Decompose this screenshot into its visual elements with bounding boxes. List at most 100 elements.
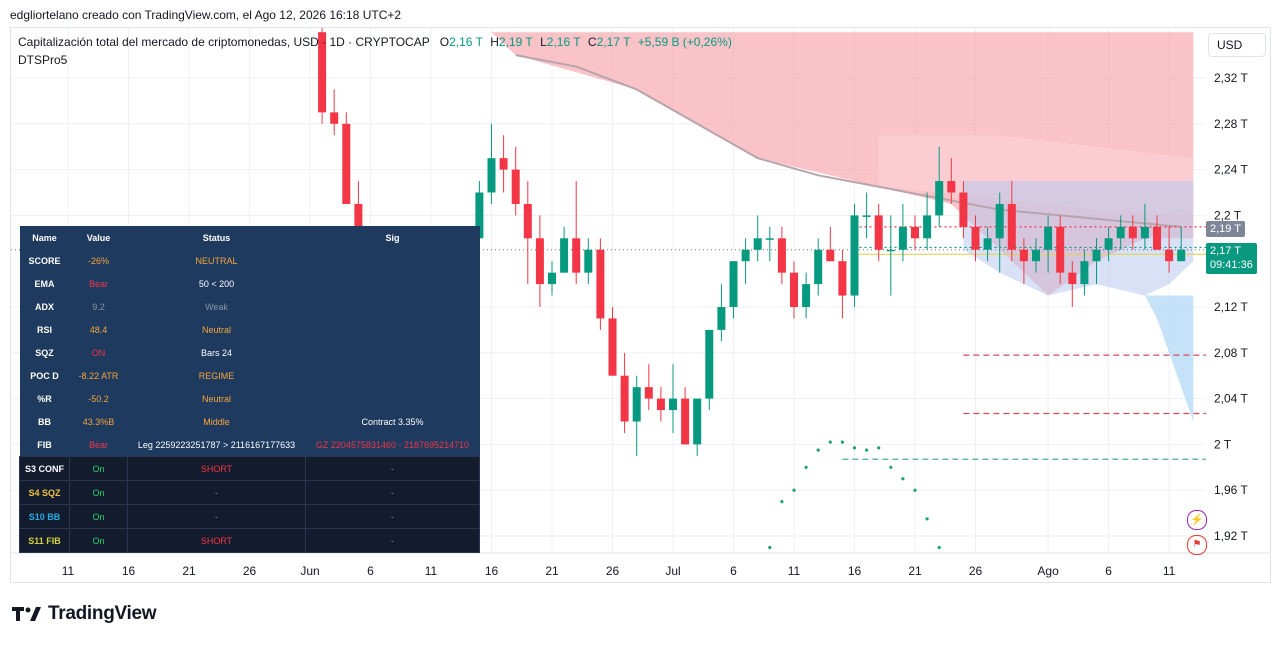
signal-row: S10 BB On - - — [19, 504, 480, 529]
signal-status: - — [127, 480, 306, 505]
candle-body — [729, 261, 738, 307]
signal-row: S11 FIB On SHORT - — [19, 528, 480, 553]
row-extra: Contract 3.35% — [305, 410, 480, 433]
legend-title: Capitalización total del mercado de crip… — [18, 35, 430, 49]
candle-body — [983, 238, 992, 250]
candle-body — [669, 398, 677, 411]
row-extra — [305, 249, 480, 272]
candle-body — [548, 272, 556, 285]
candle-body — [693, 398, 702, 445]
candle-body — [802, 284, 811, 307]
y-tick-label: 2,24 T — [1214, 163, 1248, 177]
x-tick-label: 26 — [606, 564, 620, 578]
candle-body — [838, 261, 847, 296]
y-tick-label: 2,08 T — [1214, 346, 1248, 360]
lightning-icon[interactable]: ⚡ — [1187, 510, 1207, 530]
table-row: POC D -8.22 ATR REGIME — [19, 364, 480, 387]
row-value: 9.2 — [69, 295, 128, 318]
candle-body — [535, 238, 544, 285]
indicator-name[interactable]: DTSPro5 — [18, 53, 68, 67]
legend-high-label: H — [490, 35, 499, 49]
signal-name: S11 FIB — [19, 528, 70, 553]
candle-body — [511, 169, 520, 204]
candle-body — [886, 249, 895, 252]
signal-dot — [816, 448, 820, 452]
chart-attribution: edgliortelano creado con TradingView.com… — [10, 8, 402, 22]
candle-body — [475, 192, 484, 239]
signal-dot — [925, 517, 929, 521]
row-status: Middle — [127, 410, 306, 433]
tradingview-logo-icon — [12, 607, 41, 621]
y-tick-label: 2,28 T — [1214, 117, 1248, 131]
row-value: Bear — [69, 433, 128, 457]
candle-body — [656, 398, 665, 411]
candle-body — [1019, 249, 1028, 262]
x-tick-label: Jun — [300, 564, 319, 578]
row-name: ADX — [19, 295, 70, 318]
candle-body — [705, 329, 714, 399]
candle-body — [584, 249, 593, 273]
signal-dot — [780, 500, 784, 504]
x-tick-label: 6 — [367, 564, 374, 578]
candle-body — [1116, 226, 1125, 239]
legend-open-label: O — [439, 35, 450, 49]
candle-body — [1092, 249, 1101, 262]
currency-button[interactable]: USD — [1208, 33, 1266, 57]
candle-body — [1007, 203, 1016, 250]
row-name: %R — [19, 387, 70, 410]
legend-high-value: 2,19 T — [498, 35, 533, 49]
header-value: Value — [69, 226, 128, 249]
countdown-timer: 09:41:36 — [1210, 259, 1253, 271]
candle-body — [874, 215, 883, 250]
legend-close-label: C — [587, 35, 597, 49]
candle-body — [572, 238, 581, 273]
row-extra — [305, 295, 480, 318]
candle-body — [560, 238, 569, 273]
row-name: POC D — [19, 364, 70, 387]
candle-body — [923, 215, 932, 239]
y-tick-label: 2,2 T — [1214, 208, 1242, 222]
row-extra: GZ 2204575831460 - 2187695214710 — [305, 433, 480, 457]
flag-icon[interactable]: ⚑ — [1187, 535, 1207, 555]
signal-extra: - — [305, 480, 480, 505]
signal-dot — [852, 446, 857, 450]
row-name: RSI — [19, 318, 70, 341]
table-row: FIB Bear Leg 2259223251787 > 2116167177633… — [19, 433, 480, 457]
candle-body — [1128, 226, 1137, 239]
candle-body — [1165, 249, 1174, 262]
signal-dot — [937, 545, 941, 550]
table-row: EMA Bear 50 < 200 — [19, 272, 480, 295]
candle-body — [717, 307, 726, 330]
x-tick-label: 11 — [788, 564, 801, 578]
row-status: Bars 24 — [127, 341, 306, 364]
table-row: SCORE -26% NEUTRAL — [19, 249, 480, 272]
candle-body — [644, 387, 653, 399]
chart-frame[interactable]: 2,32 T 2,28 T 2,24 T 2,2 T 2,12 T 2,08 T 2,04 … — [10, 27, 1271, 583]
x-tick-label: 16 — [485, 564, 499, 578]
legend-low-label: L — [540, 35, 547, 49]
chart-svg[interactable]: 2,32 T 2,28 T 2,24 T 2,2 T 2,12 T 2,08 T 2,04 … — [11, 28, 1270, 582]
candle-body — [790, 272, 798, 307]
candle-body — [995, 203, 1004, 239]
row-name: BB — [19, 410, 70, 433]
candle-body — [1177, 249, 1186, 262]
candle-body — [318, 32, 327, 113]
candle-body — [741, 249, 750, 262]
x-tick-label: 6 — [1105, 564, 1112, 578]
tradingview-logo-text: TradingView — [48, 603, 157, 624]
x-tick-label: Ago — [1037, 564, 1059, 578]
signal-value: On — [69, 528, 128, 553]
signal-name: S3 CONF — [19, 456, 70, 481]
candle-body — [959, 192, 968, 227]
x-tick-label: 21 — [908, 564, 922, 578]
x-tick-label: 6 — [730, 564, 737, 578]
row-extra — [305, 272, 480, 295]
x-tick-label: 26 — [969, 564, 983, 578]
signal-name: S10 BB — [19, 504, 70, 529]
ref-price-tag: 2,19 T — [1206, 221, 1245, 237]
tradingview-logo[interactable]: TradingView — [12, 603, 157, 625]
row-status: REGIME — [127, 364, 306, 387]
signal-row: S4 SQZ On - - — [19, 480, 480, 505]
candle-body — [1140, 226, 1149, 239]
signal-status: - — [127, 504, 306, 529]
